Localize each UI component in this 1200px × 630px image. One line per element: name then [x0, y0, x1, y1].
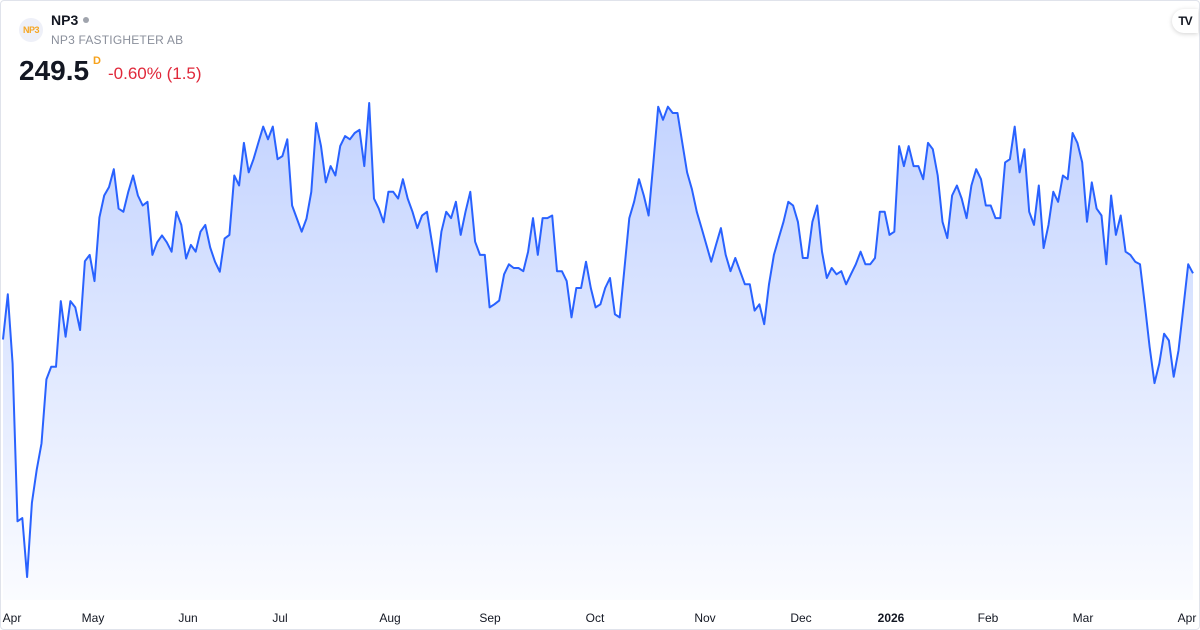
- x-tick-label: 2026: [878, 611, 905, 625]
- market-status-dot-icon: [83, 17, 90, 23]
- x-tick-label: Nov: [694, 611, 715, 625]
- brand-logo-text: TV: [1178, 14, 1192, 28]
- tradingview-logo-icon[interactable]: TV: [1172, 9, 1198, 33]
- ticker-symbol[interactable]: NP3: [51, 12, 90, 28]
- interval-badge: D: [93, 55, 101, 67]
- x-tick-label: Sep: [479, 611, 501, 625]
- logo-text: NP3: [22, 25, 40, 35]
- company-name: NP3 FASTIGHETER AB: [51, 33, 184, 47]
- x-tick-label: Feb: [978, 611, 999, 625]
- x-tick-label: Jun: [178, 611, 197, 625]
- x-tick-label: Dec: [790, 611, 811, 625]
- x-tick-label: Jul: [272, 611, 287, 625]
- price-line: [2, 102, 1194, 578]
- company-logo: NP3: [19, 18, 43, 42]
- x-tick-label: Oct: [586, 611, 605, 625]
- x-tick-label: Aug: [379, 611, 400, 625]
- x-tick-label: Apr: [3, 611, 22, 625]
- price-area-fill: [3, 103, 1193, 600]
- x-tick-label: Mar: [1073, 611, 1094, 625]
- ticker-text: NP3: [51, 12, 79, 28]
- x-tick-label: Apr: [1178, 611, 1197, 625]
- last-price: 249.5: [19, 55, 90, 86]
- price-change: -0.60% (1.5): [108, 64, 202, 83]
- x-tick-label: May: [82, 611, 105, 625]
